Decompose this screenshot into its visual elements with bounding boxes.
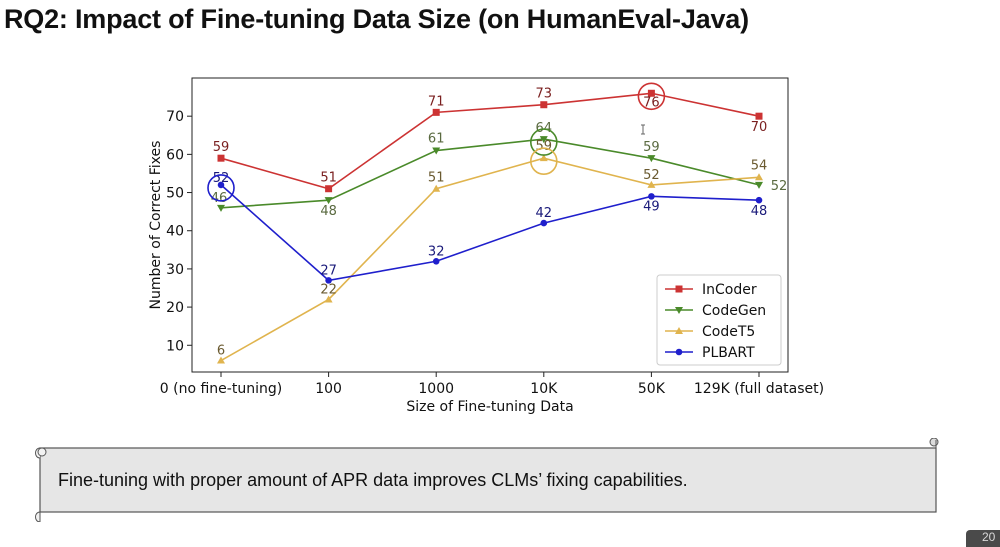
point-codet5-129k-full-dataset (755, 173, 763, 181)
point-incoder-100 (325, 185, 333, 193)
y-tick-label-40: 40 (166, 224, 184, 240)
data-label-incoder-0-no-fine-tuning: 59 (213, 140, 230, 155)
x-axis-label: Size of Fine-tuning Data (406, 399, 573, 415)
point-codet5-1000 (432, 184, 441, 192)
highlight-circle-codegen (529, 128, 558, 156)
point-codegen-10k (539, 136, 548, 144)
data-label-plbart-1000: 32 (428, 244, 445, 259)
highlight-circle-plbart (207, 174, 235, 202)
point-codet5-10k (539, 154, 548, 162)
highlight-circle-incoder (637, 82, 666, 111)
x-tick-label-50k: 50K (638, 381, 666, 397)
x-tick-label-0-no-fine-tuning: 0 (no fine-tuning) (160, 381, 282, 397)
point-plbart-50k (648, 193, 655, 200)
y-axis-label: Number of Correct Fixes (148, 141, 164, 310)
point-incoder-1000 (432, 108, 440, 116)
x-tick-label-1000: 1000 (418, 381, 454, 397)
page-number: 20 (982, 530, 996, 544)
data-label-codet5-50k: 52 (643, 168, 660, 183)
data-label-codegen-0-no-fine-tuning: 46 (211, 191, 228, 206)
point-codegen-100 (324, 197, 333, 205)
legend-marker-codet5 (675, 327, 683, 334)
series-line-codegen (220, 138, 760, 209)
legend-marker-codegen (675, 307, 683, 314)
data-label-codet5-0-no-fine-tuning: 6 (217, 344, 225, 359)
y-tick-label-50: 50 (166, 186, 184, 202)
point-incoder-129k-full-dataset (755, 112, 763, 120)
data-label-plbart-10k: 42 (536, 206, 553, 221)
text-cursor-icon (641, 124, 645, 135)
point-plbart-10k (540, 219, 548, 227)
point-plbart-1000 (432, 257, 440, 265)
line-chart: 10 20 30 40 50 60 70 0 (no fine-tuning) 100 1000 1… (148, 77, 824, 415)
x-tick-label-100: 100 (315, 381, 342, 397)
data-label-plbart-100: 27 (320, 263, 337, 278)
page-number-tab (966, 530, 1000, 547)
data-label-plbart-0-no-fine-tuning: 52 (213, 171, 230, 186)
data-label-incoder-50k: 76 (643, 95, 660, 110)
legend-label-codet5: CodeT5 (702, 324, 755, 340)
data-label-codegen-100: 48 (320, 204, 337, 219)
data-label-incoder-10k: 73 (536, 87, 553, 102)
point-plbart-100 (325, 277, 332, 284)
legend-marker-plbart (675, 348, 683, 356)
series-line-codet5 (220, 157, 760, 362)
data-label-codet5-10k: 59 (536, 139, 553, 154)
series-line-plbart (220, 184, 760, 282)
data-label-codegen-129k-full-dataset: 52 (771, 179, 788, 194)
y-tick-label-10: 10 (166, 338, 184, 354)
y-tick-label-20: 20 (166, 300, 184, 316)
point-codet5-50k (647, 180, 656, 188)
point-codegen-0-no-fine-tuning (217, 204, 225, 212)
highlight-circle-codet5 (529, 147, 558, 175)
y-tick-label-30: 30 (166, 262, 184, 278)
data-label-incoder-100: 51 (320, 171, 337, 186)
point-plbart-0-no-fine-tuning (217, 181, 225, 189)
data-label-codet5-1000: 51 (428, 171, 445, 186)
data-label-plbart-129k-full-dataset: 48 (751, 204, 768, 219)
point-incoder-0-no-fine-tuning (217, 154, 225, 162)
y-tick-label-60: 60 (166, 147, 184, 163)
legend-label-codegen: CodeGen (702, 303, 766, 319)
data-label-codegen-1000: 61 (428, 132, 445, 147)
callout-scroll-banner (35, 438, 939, 522)
slide-title: RQ2: Impact of Fine-tuning Data Size (on… (4, 4, 749, 34)
data-label-incoder-1000: 71 (428, 94, 445, 109)
data-label-plbart-50k: 49 (643, 199, 660, 214)
plot-frame (191, 77, 789, 373)
data-label-codegen-50k: 59 (643, 140, 660, 155)
point-codet5-100 (324, 295, 333, 303)
point-incoder-10k (540, 101, 548, 109)
data-label-incoder-129k-full-dataset: 70 (751, 120, 768, 135)
point-codet5-0-no-fine-tuning (217, 356, 225, 364)
legend (656, 274, 782, 366)
legend-marker-incoder (675, 285, 683, 293)
callout-text: Fine-tuning with proper amount of APR da… (58, 470, 688, 490)
x-tick-label-129k-full-dataset: 129K (full dataset) (694, 381, 824, 397)
legend-label-plbart: PLBART (702, 345, 755, 361)
data-label-codet5-100: 22 (320, 282, 337, 297)
data-label-codet5-129k-full-dataset: 54 (751, 158, 768, 173)
point-codegen-129k-full-dataset (755, 181, 763, 189)
point-incoder-50k (647, 89, 655, 97)
x-tick-label-10k: 10K (530, 381, 558, 397)
series-line-incoder (220, 92, 760, 190)
legend-label-incoder: InCoder (702, 282, 757, 298)
point-codegen-1000 (432, 147, 441, 155)
y-tick-label-70: 70 (166, 109, 184, 125)
point-codegen-50k (647, 155, 656, 163)
point-plbart-129k-full-dataset (755, 196, 763, 204)
